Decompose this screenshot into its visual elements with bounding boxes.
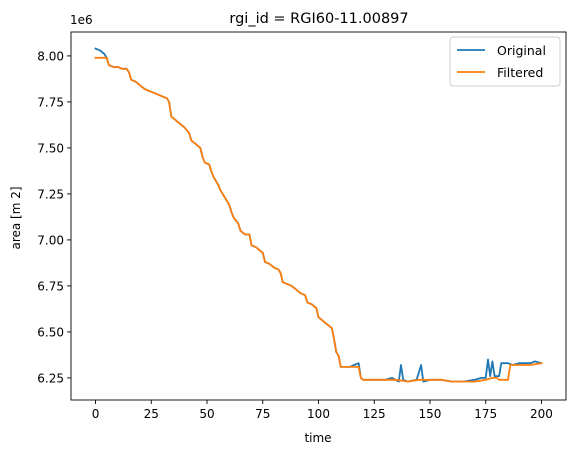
series-line-filtered	[94, 56, 543, 383]
x-tick-label: 100	[307, 407, 330, 421]
y-tick-label: 6.25	[37, 371, 64, 385]
legend-label-filtered: Filtered	[497, 65, 543, 80]
axis-ticks: 0 25 50 75 100 125 150 175 200 6.25 6.50 6.75 7.00 7.…	[37, 49, 553, 421]
x-tick-label: 0	[92, 407, 100, 421]
chart-title: rgi_id = RGI60-11.00897	[229, 11, 408, 27]
y-tick-label: 7.50	[37, 141, 64, 155]
x-axis-label: time	[304, 431, 331, 445]
y-tick-label: 6.75	[37, 279, 64, 293]
x-tick-label: 50	[199, 407, 214, 421]
y-tick-label: 6.50	[37, 325, 64, 339]
y-tick-label: 8.00	[37, 49, 64, 63]
x-tick-label: 150	[419, 407, 442, 421]
legend-label-original: Original	[497, 43, 546, 58]
x-tick-label: 175	[474, 407, 497, 421]
y-axis-label: area [m 2]	[9, 186, 23, 249]
series-lines	[94, 47, 543, 383]
x-tick-label: 125	[363, 407, 386, 421]
x-tick-label: 25	[144, 407, 159, 421]
legend: Original Filtered	[449, 36, 561, 87]
y-tick-label: 7.75	[37, 95, 64, 109]
y-tick-label: 7.00	[37, 233, 64, 247]
x-tick-label: 75	[255, 407, 270, 421]
series-line-original	[94, 47, 543, 383]
x-tick-label: 200	[530, 407, 553, 421]
plot-frame	[70, 31, 567, 401]
y-offset-label: 1e6	[70, 13, 93, 27]
y-tick-label: 7.25	[37, 187, 64, 201]
